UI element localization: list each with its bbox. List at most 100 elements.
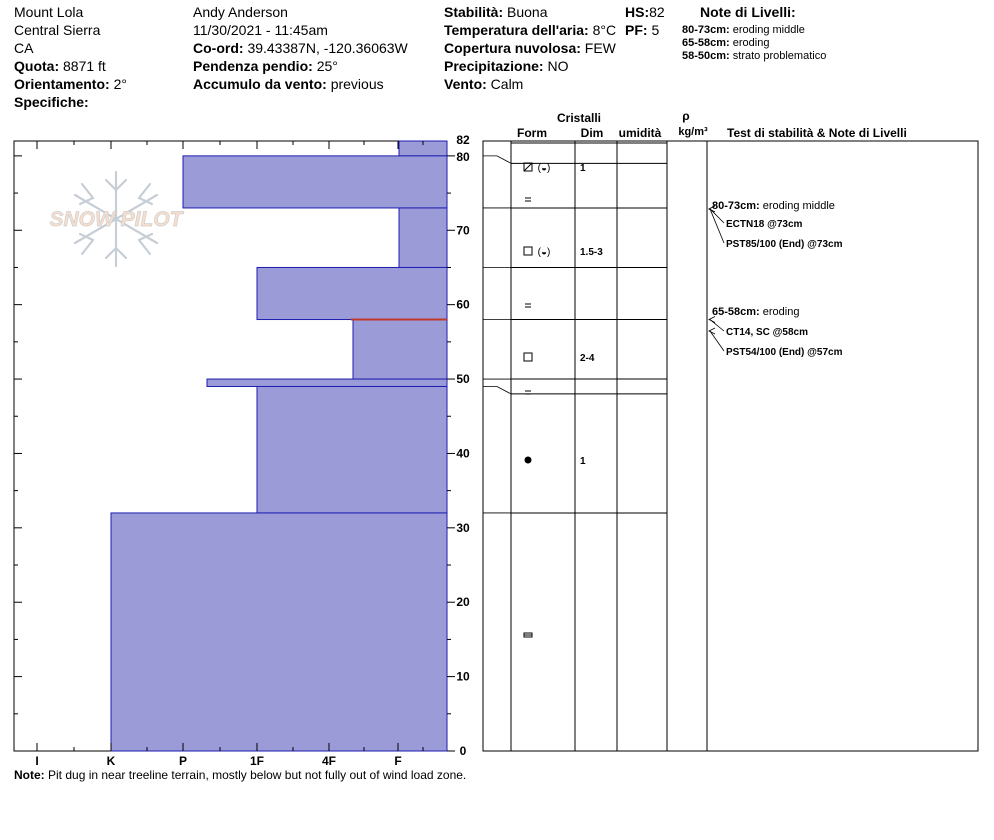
elevation-value: 8871 ft: [63, 58, 106, 74]
stability-entry-3: PST85/100 (End) @73cm: [708, 205, 843, 250]
stability-label: Stabilità:: [444, 4, 504, 20]
layer-note-2: 65-58cm: eroding: [682, 37, 769, 50]
crystal-row-2: [525, 197, 531, 202]
observer-name: Andy Anderson: [193, 4, 288, 20]
crystal-row-4: [525, 303, 531, 308]
layer-note-3-text: strato problematico: [732, 50, 827, 62]
header-rho: ρ: [682, 109, 689, 123]
cloud-cover-label: Copertura nuvolosa:: [444, 40, 581, 56]
layer-note-1-range: 80-73cm:: [682, 24, 730, 36]
test-arrowhead-5: [708, 316, 716, 323]
stability-entry-1: 80-73cm: eroding middle: [712, 200, 835, 212]
hardness-bar-4: [256, 266, 448, 321]
y-tick-label-20: 20: [456, 595, 470, 609]
x-tick-label-F: F: [394, 754, 401, 768]
depth-axis: 0 10 20 30 40 50 60 70 80 82: [14, 133, 470, 758]
site-name: Mount Lola: [14, 4, 84, 20]
crystal-size-7: 1: [580, 456, 586, 467]
wind-loading-label: Accumulo da vento:: [193, 76, 327, 92]
layer-note-2-text: eroding: [732, 37, 770, 49]
stability-test-6: PST54/100 (End) @57cm: [726, 347, 843, 358]
observation-datetime: 11/30/2021 - 11:45am: [193, 22, 328, 38]
crystal-row-1: (◒) 1: [523, 162, 586, 174]
aspect-label: Orientamento:: [14, 76, 110, 92]
wind-label: Vento:: [444, 76, 487, 92]
stability: Stabilità: Buona: [444, 3, 548, 21]
cloud-cover: Copertura nuvolosa: FEW: [444, 39, 616, 57]
stability-test-5: CT14, SC @58cm: [726, 327, 808, 338]
cloud-cover-value: FEW: [584, 40, 616, 56]
stability-test-3: PST85/100 (End) @73cm: [726, 239, 843, 250]
aspect: Orientamento: 2°: [14, 75, 127, 93]
hardness-bar-5: [352, 319, 448, 380]
hardness-bars: [110, 140, 448, 752]
coordinates-value: 39.43387N, -120.36063W: [247, 40, 408, 56]
state-name: CA: [14, 40, 34, 56]
header-form: Form: [517, 126, 547, 140]
snowpilot-watermark: SNOW PILOT: [49, 170, 185, 268]
faceted-crystal-icon: [523, 352, 533, 362]
coordinates-label: Co-ord:: [193, 40, 244, 56]
decomposing-crystal-slash: [523, 162, 533, 172]
foot-penetration-label: PF:: [625, 22, 648, 38]
range-name: Central Sierra: [14, 22, 101, 38]
hardness-bar-7: [256, 385, 448, 514]
stability-note-2: 65-58cm: eroding: [712, 306, 799, 318]
stability-value: Buona: [507, 4, 548, 20]
elevation: Quota: 8871 ft: [14, 57, 106, 75]
y-tick-label-70: 70: [456, 223, 470, 237]
slope-angle: Pendenza pendio: 25°: [193, 57, 338, 75]
x-tick-label-I: I: [35, 754, 38, 768]
crystal-row-8: [523, 632, 533, 638]
snowflake-icon: [73, 170, 159, 268]
faceted-crystal-icon: [523, 246, 533, 256]
coordinates: Co-ord: 39.43387N, -120.36063W: [193, 39, 408, 57]
crystal-row-7: 1: [524, 456, 586, 467]
hardness-bar-3: [398, 207, 448, 268]
hardness-bar-8: [110, 512, 448, 752]
header-density-unit: kg/m³: [678, 126, 708, 138]
wind-loading: Accumulo da vento: previous: [193, 75, 384, 93]
layer-note-1: 80-73cm: eroding middle: [682, 24, 805, 37]
elevation-label: Quota:: [14, 58, 60, 74]
snow-height: HS:82: [625, 3, 665, 21]
stability-entry-5: CT14, SC @58cm: [708, 316, 808, 338]
melt-form-icon: [524, 456, 532, 464]
crystal-row-3: (◒) 1.5-3: [523, 246, 603, 258]
layer-note-2-range: 65-58cm:: [682, 37, 730, 49]
precipitation: Precipitazione: NO: [444, 57, 568, 75]
y-tick-label-30: 30: [456, 521, 470, 535]
air-temperature: Temperatura dell'aria: 8°C: [444, 21, 616, 39]
precip-particle-icon: (◒): [538, 163, 551, 174]
stability-tests: 80-73cm: eroding middle ECTN18 @73cm PST85…: [708, 200, 843, 358]
crystal-rows: (◒) 1 (◒) 1.5-3 2-4 1: [483, 142, 667, 638]
layer-note-1-text: eroding middle: [732, 24, 805, 36]
header-dim: Dim: [581, 126, 604, 140]
precip-particle-icon: (◒): [538, 247, 551, 258]
y-tick-label-0: 0: [460, 744, 467, 758]
crystal-size-3: 1.5-3: [580, 247, 603, 258]
stability-note-1: 80-73cm: eroding middle: [712, 200, 835, 212]
stability-entry-6: PST54/100 (End) @57cm: [708, 327, 843, 358]
header-cristalli: Cristalli: [557, 111, 601, 125]
slope-angle-label: Pendenza pendio:: [193, 58, 313, 74]
layer-note-3: 58-50cm: strato problematico: [682, 50, 826, 63]
y-tick-label-80: 80: [456, 150, 470, 164]
footnote: Note: Pit dug in near treeline terrain, …: [14, 766, 466, 784]
header-stability-tests: Test di stabilità & Note di Livelli: [727, 126, 907, 140]
wind: Vento: Calm: [444, 75, 523, 93]
x-tick-label-4F: 4F: [322, 754, 336, 768]
footnote-label: Note:: [14, 768, 45, 782]
y-tick-label-82: 82: [456, 133, 470, 147]
y-tick-label-10: 10: [456, 670, 470, 684]
depth-connector-6: [483, 386, 512, 395]
y-tick-label-50: 50: [456, 372, 470, 386]
test-arrow-2: [709, 208, 725, 224]
hardness-axis: I K P 1F 4F F: [35, 141, 424, 768]
snow-height-value: 82: [649, 4, 665, 20]
hardness-bar-6: [206, 378, 448, 387]
header-moisture: umidità: [619, 126, 662, 140]
wind-loading-value: previous: [330, 76, 384, 92]
decomposing-crystal-icon: [523, 162, 533, 172]
